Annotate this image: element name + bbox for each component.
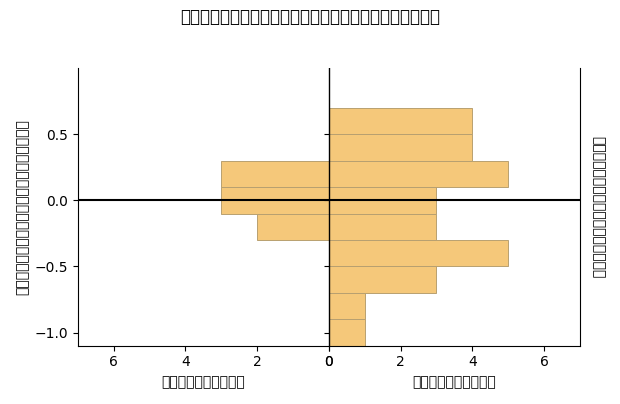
Bar [329,293,365,319]
X-axis label: ガンマ線バーストの数: ガンマ線バーストの数 [412,375,496,389]
Y-axis label: キロノバを伴う短時間ガンマ線バーストの距離: キロノバを伴う短時間ガンマ線バーストの距離 [15,119,29,295]
Bar [329,266,436,293]
Bar [329,187,436,214]
Bar [329,214,436,240]
Bar [329,134,472,161]
Bar [329,240,508,266]
X-axis label: ガンマ線バーストの数: ガンマ線バーストの数 [162,375,246,389]
Text: ショートガンマ線バースト平面からの距離のヒストグラム: ショートガンマ線バースト平面からの距離のヒストグラム [180,8,440,26]
Bar [329,108,472,134]
Bar [329,319,365,346]
Bar [257,214,329,240]
Bar [221,161,329,187]
Bar [221,187,329,214]
Bar [329,161,508,187]
Y-axis label: 短時間ガンマ線バーストクラスの距離: 短時間ガンマ線バーストクラスの距離 [591,136,605,278]
